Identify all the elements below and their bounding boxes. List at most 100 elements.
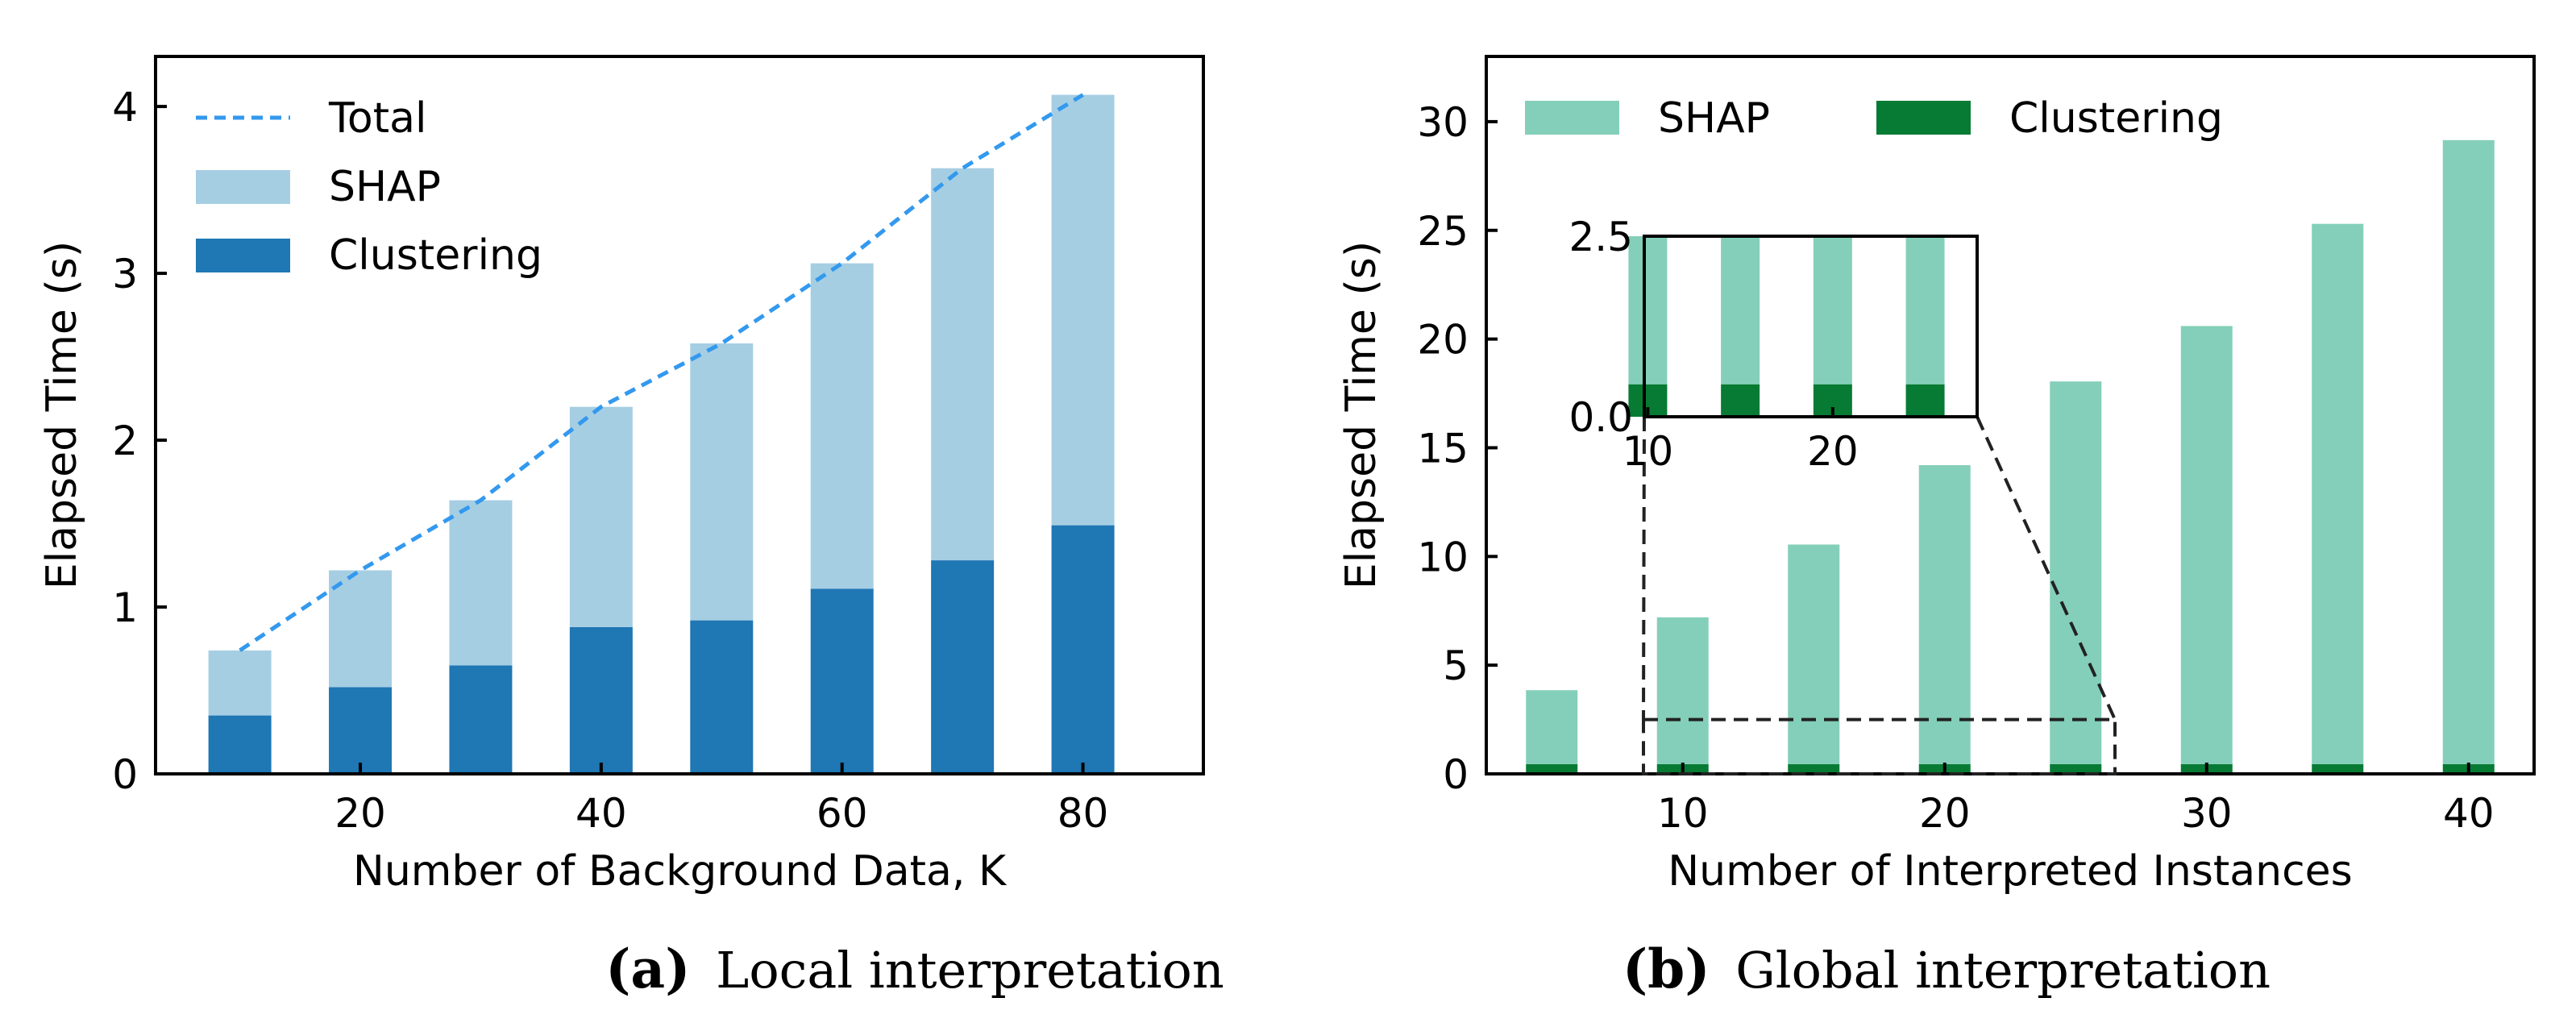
y-axis-label: Elapsed Time (s) xyxy=(38,241,86,589)
x-tick-label-30: 30 xyxy=(2181,790,2233,837)
inset-x-tick-label-10: 10 xyxy=(1622,428,1674,475)
plot-frame xyxy=(154,55,1205,775)
bar-shap-40 xyxy=(2442,139,2495,764)
inset-bar-shap-25 xyxy=(1905,236,1945,385)
inset-zoom-chart: 10 20 0.0 2.5 xyxy=(1568,214,1979,475)
legend: Total SHAP Clustering xyxy=(196,94,542,280)
bar-shap-25 xyxy=(2050,381,2102,764)
inset-y-tick-label-2.5: 2.5 xyxy=(1568,214,1633,260)
x-ticks: 10 20 30 40 xyxy=(1657,763,2495,837)
y-ticks: 0 1 2 3 4 xyxy=(112,84,167,798)
inset-frame xyxy=(1643,235,1979,418)
legend-label-shap: SHAP xyxy=(1658,94,1770,143)
inset-bar-clustering-25 xyxy=(1905,384,1945,417)
y-tick-label-20: 20 xyxy=(1417,317,1469,364)
y-tick-label-10: 10 xyxy=(1417,534,1469,580)
y-tick-label-30: 30 xyxy=(1417,99,1469,146)
caption-b: (b) Global interpretation xyxy=(1622,938,2271,1000)
x-axis-label: Number of Interpreted Instances xyxy=(1668,847,2353,896)
caption-label: (a) xyxy=(605,938,690,1000)
bar-shap-15 xyxy=(1788,544,1840,764)
inset-bar-shap-10 xyxy=(1628,236,1668,385)
bar-shap-10 xyxy=(1656,617,1709,764)
bar-shap-5 xyxy=(1526,690,1578,764)
x-tick-label-40: 40 xyxy=(2443,790,2495,837)
bar-clustering-60 xyxy=(810,588,874,774)
legend-swatch-shap xyxy=(1525,101,1619,135)
bar-shap-40 xyxy=(569,406,633,627)
x-ticks: 20 40 60 80 xyxy=(334,763,1108,837)
chart-local-interpretation: 20 40 60 80 0 1 2 3 4 Number of Background Data… xyxy=(38,55,1224,1000)
y-tick-label-5: 5 xyxy=(1443,642,1469,689)
zoom-region-box xyxy=(1642,717,2117,775)
chart-global-interpretation: 10 20 30 40 0 5 10 15 20 25 30 Number of Interpre… xyxy=(1337,55,2536,1000)
legend: SHAP Clustering xyxy=(1525,94,2223,143)
bar-clustering-70 xyxy=(931,560,995,774)
legend-swatch-clustering xyxy=(1876,101,1971,135)
zoom-connector-right xyxy=(1976,416,2117,721)
total-line xyxy=(239,93,1084,652)
y-tick-label-0: 0 xyxy=(1443,751,1469,798)
plot-frame xyxy=(1485,55,2536,775)
y-tick-label-4: 4 xyxy=(112,84,138,131)
legend-label-shap: SHAP xyxy=(329,163,441,211)
bar-shap-10 xyxy=(208,650,272,716)
inset-x-ticks: 10 20 xyxy=(1622,407,1859,475)
bar-clustering-40 xyxy=(569,626,633,774)
svg-text:(b) Global interpretat: (b) Global interpretation xyxy=(1622,938,2271,1000)
bar-shap-50 xyxy=(690,343,754,621)
bar-clustering-5 xyxy=(1526,763,1578,774)
bar-clustering-50 xyxy=(690,620,754,774)
bar-clustering-25 xyxy=(2050,763,2102,774)
caption-a: (a) Local interpretation xyxy=(605,938,1224,1000)
bar-shap-30 xyxy=(2180,326,2233,764)
x-tick-label-40: 40 xyxy=(575,790,627,837)
bar-shap-70 xyxy=(931,168,995,561)
bar-clustering-35 xyxy=(2312,763,2364,774)
zoom-connector-left xyxy=(1642,416,1646,720)
x-tick-label-10: 10 xyxy=(1657,790,1709,837)
inset-bar-clustering-15 xyxy=(1721,384,1760,417)
y-ticks: 0 5 10 15 20 25 30 xyxy=(1417,99,1498,798)
bar-shap-35 xyxy=(2312,223,2364,764)
bar-shap-80 xyxy=(1051,94,1115,526)
bar-shap-20 xyxy=(1918,465,1971,764)
y-tick-label-0: 0 xyxy=(112,751,138,798)
bars-group xyxy=(208,94,1115,774)
x-tick-label-80: 80 xyxy=(1057,790,1109,837)
legend-label-total: Total xyxy=(328,94,426,143)
bar-shap-60 xyxy=(810,263,874,589)
inset-bar-shap-15 xyxy=(1721,236,1760,385)
inset-bar-shap-20 xyxy=(1813,236,1852,385)
inset-y-tick-label-0.0: 0.0 xyxy=(1568,394,1633,441)
caption-text: Global interpretation xyxy=(1735,941,2271,1000)
bar-shap-20 xyxy=(329,570,393,688)
bar-clustering-30 xyxy=(449,665,513,774)
y-tick-label-15: 15 xyxy=(1417,425,1469,472)
bar-clustering-10 xyxy=(208,715,272,774)
legend-swatch-clustering xyxy=(196,239,290,272)
svg-text:(a) Local interpretati: (a) Local interpretation xyxy=(605,938,1224,1000)
y-tick-label-25: 25 xyxy=(1417,208,1469,255)
y-tick-label-1: 1 xyxy=(112,584,138,631)
bar-clustering-20 xyxy=(329,687,393,774)
y-tick-label-2: 2 xyxy=(112,418,138,464)
legend-label-clustering: Clustering xyxy=(2009,94,2223,143)
bar-clustering-80 xyxy=(1051,525,1115,774)
y-axis-label: Elapsed Time (s) xyxy=(1337,241,1386,589)
inset-bars xyxy=(1628,236,1945,417)
x-axis-label: Number of Background Data, K xyxy=(353,847,1008,896)
bar-shap-30 xyxy=(449,500,513,666)
bars-group xyxy=(1526,139,2495,774)
x-tick-label-60: 60 xyxy=(816,790,868,837)
inset-y-ticks: 0.0 2.5 xyxy=(1568,214,1654,441)
x-tick-label-20: 20 xyxy=(1919,790,1971,837)
x-tick-label-20: 20 xyxy=(334,790,386,837)
bar-clustering-15 xyxy=(1788,763,1840,774)
legend-swatch-shap xyxy=(196,170,290,204)
caption-text: Local interpretation xyxy=(716,941,1224,1000)
caption-label: (b) xyxy=(1622,938,1710,1000)
inset-x-tick-label-20: 20 xyxy=(1807,428,1859,475)
legend-label-clustering: Clustering xyxy=(329,231,542,280)
